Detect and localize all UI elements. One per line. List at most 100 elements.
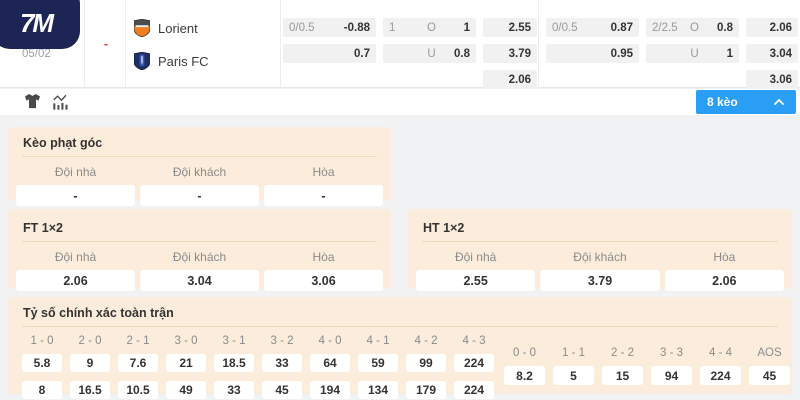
g1-handicap-away-odds[interactable]: 0.7 — [283, 44, 376, 63]
g1-handicap-home-odds[interactable]: 0/0.5 -0.88 — [283, 18, 376, 37]
g2-over-odds[interactable]: 2/2.5 O 0.8 — [646, 18, 739, 37]
ht-home-odds[interactable]: 2.55 — [416, 270, 536, 291]
score-odds-top[interactable]: 7.6 — [118, 354, 158, 372]
score-odds-top[interactable]: 33 — [262, 354, 302, 372]
odds-value: 2.06 — [508, 73, 531, 86]
home-team-row[interactable]: Lorient — [134, 18, 198, 38]
g1-1x2-draw-odds[interactable]: 2.06 — [483, 70, 537, 89]
under-label: U — [427, 47, 436, 60]
g2-handicap-away-odds[interactable]: 0.95 — [546, 44, 639, 63]
g2-1x2-home-odds[interactable]: 2.06 — [746, 18, 798, 37]
score-odds-bottom[interactable]: 224 — [454, 381, 494, 399]
g1-over-odds[interactable]: 1 O 1 — [383, 18, 476, 37]
score-header: 3 - 3 — [659, 347, 683, 359]
score-dash: - — [103, 36, 109, 51]
odds-value: 1 — [463, 21, 470, 34]
score-odds-top[interactable]: 224 — [454, 354, 494, 372]
ft-draw-odds[interactable]: 3.06 — [264, 270, 383, 291]
over-label: O — [427, 21, 436, 34]
divider — [22, 241, 377, 242]
draw-score-column: 1 - 1 5 — [553, 347, 594, 399]
g2-1x2-draw-odds[interactable]: 3.06 — [746, 70, 798, 89]
score-column: 4 - 2 99 179 — [406, 335, 446, 399]
score-odds-bottom[interactable]: 49 — [166, 381, 206, 399]
odds-value: 0.87 — [610, 21, 633, 34]
odds-value: 3.04 — [769, 47, 792, 60]
score-odds-top[interactable]: 59 — [358, 354, 398, 372]
score-odds-top[interactable]: 99 — [406, 354, 446, 372]
score-header: 4 - 4 — [708, 347, 732, 359]
draw-header: Hòa — [312, 165, 335, 179]
draw-score-odds[interactable]: 15 — [602, 366, 643, 385]
corner-home-odds[interactable]: - — [16, 185, 135, 206]
odds-value: 1 — [726, 47, 733, 60]
score-odds-bottom[interactable]: 8 — [22, 381, 62, 399]
score-odds-bottom[interactable]: 45 — [262, 381, 302, 399]
draw-score-odds[interactable]: 224 — [700, 366, 741, 385]
score-odds-bottom[interactable]: 10.5 — [118, 381, 158, 399]
jersey-icon[interactable] — [24, 94, 41, 114]
score-header: 3 - 2 — [270, 335, 294, 347]
score-column: 2 - 1 7.6 10.5 — [118, 335, 158, 399]
odds-value: 2.55 — [508, 21, 531, 34]
odds-value: 0.8 — [454, 47, 470, 60]
draw-header: Hòa — [312, 250, 335, 264]
home-header: Đội nhà — [54, 165, 97, 179]
draw-score-odds[interactable]: 94 — [651, 366, 692, 385]
g1-1x2-away-odds[interactable]: 3.79 — [483, 44, 537, 63]
draw-header: Hòa — [713, 250, 736, 264]
g1-1x2-home-odds[interactable]: 2.55 — [483, 18, 537, 37]
g2-1x2-away-odds[interactable]: 3.04 — [746, 44, 798, 63]
ft-away-odds[interactable]: 3.04 — [140, 270, 259, 291]
score-odds-top[interactable]: 21 — [166, 354, 206, 372]
odds-value: 0.95 — [610, 47, 633, 60]
score-columns: 1 - 0 5.8 8 2 - 0 9 16.5 2 - 1 7.6 10.5 … — [22, 335, 494, 399]
divider — [22, 156, 377, 157]
score-odds-bottom[interactable]: 16.5 — [70, 381, 110, 399]
stats-chart-icon[interactable] — [52, 94, 70, 115]
ft-home-odds[interactable]: 2.06 — [16, 270, 135, 291]
score-odds-bottom[interactable]: 134 — [358, 381, 398, 399]
score-column: 2 - 0 9 16.5 — [70, 335, 110, 399]
home-header: Đội nhà — [454, 250, 497, 264]
draw-score-odds[interactable]: 8.2 — [504, 366, 545, 385]
score-odds-bottom[interactable]: 194 — [310, 381, 350, 399]
odds-value: 0.7 — [354, 47, 370, 60]
chevron-up-icon — [774, 98, 784, 105]
score-odds-bottom[interactable]: 33 — [214, 381, 254, 399]
column-divider — [538, 0, 539, 88]
score-header: 3 - 1 — [222, 335, 246, 347]
score-odds-top[interactable]: 18.5 — [214, 354, 254, 372]
score-column: 4 - 1 59 134 — [358, 335, 398, 399]
away-header: Đội khách — [172, 250, 227, 264]
score-column: 3 - 2 33 45 — [262, 335, 302, 399]
corner-away-odds[interactable]: - — [140, 185, 259, 206]
score-odds-top[interactable]: 64 — [310, 354, 350, 372]
ou-line: 2/2.5 — [652, 21, 678, 34]
g2-under-odds[interactable]: U 1 — [646, 44, 739, 63]
g1-under-odds[interactable]: U 0.8 — [383, 44, 476, 63]
draw-score-columns: 0 - 0 8.2 1 - 1 5 2 - 2 15 3 - 3 94 4 - … — [504, 347, 790, 399]
odds-count-button[interactable]: 8 kèo — [696, 90, 796, 114]
column-divider — [84, 0, 85, 88]
odds-value: 3.79 — [508, 47, 531, 60]
column-divider — [125, 0, 126, 88]
score-odds-top[interactable]: 5.8 — [22, 354, 62, 372]
score-column: 3 - 0 21 49 — [166, 335, 206, 399]
7m-logo[interactable]: 7M — [0, 0, 80, 49]
draw-score-odds[interactable]: 5 — [553, 366, 594, 385]
corner-draw-odds[interactable]: - — [264, 185, 383, 206]
match-odds-table: 05/02 - Lorient Paris FC — [0, 0, 800, 89]
score-column: 3 - 1 18.5 33 — [214, 335, 254, 399]
paris-fc-crest-icon — [134, 52, 150, 70]
ht-draw-odds[interactable]: 2.06 — [664, 270, 784, 291]
score-odds-top[interactable]: 9 — [70, 354, 110, 372]
g2-handicap-home-odds[interactable]: 0/0.5 0.87 — [546, 18, 639, 37]
draw-score-odds[interactable]: 45 — [749, 366, 790, 385]
away-team-row[interactable]: Paris FC — [134, 51, 209, 71]
ht-away-odds[interactable]: 3.79 — [540, 270, 660, 291]
score-column: 4 - 3 224 224 — [454, 335, 494, 399]
score-header: 1 - 0 — [30, 335, 54, 347]
score-odds-bottom[interactable]: 179 — [406, 381, 446, 399]
